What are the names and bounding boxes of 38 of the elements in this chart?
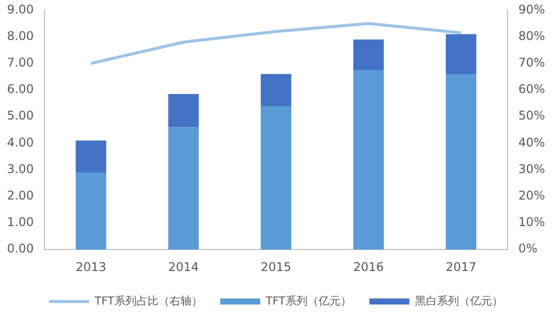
y-tick-label: 4.00 — [7, 135, 34, 150]
bar — [353, 70, 384, 250]
bar — [168, 94, 199, 128]
y-tick-label: 2.00 — [7, 188, 34, 203]
x-tick-label: 2016 — [353, 260, 384, 274]
y2-tick-label: 70% — [518, 56, 545, 70]
y2-tick-label: 60% — [518, 82, 545, 96]
y-tick-label: 8.00 — [7, 28, 34, 43]
y2-tick-label: 20% — [518, 188, 545, 203]
bar — [168, 127, 199, 250]
y-tick-label: 1.00 — [7, 215, 34, 230]
bar — [260, 106, 292, 250]
y2-tick-label: 30% — [518, 162, 545, 176]
bar — [76, 172, 106, 250]
y-tick-label: 7.00 — [7, 56, 34, 70]
y2-tick-label: 10% — [518, 215, 545, 230]
y-tick-label: 5.00 — [7, 108, 34, 123]
legend-label: TFT系列（亿元） — [264, 294, 352, 308]
legend-label: TFT系列占比（右轴） — [94, 294, 202, 308]
y-tick-label: 9.00 — [7, 2, 34, 16]
x-tick-label: 2014 — [168, 260, 199, 274]
y-tick-label: 0.00 — [7, 242, 34, 256]
bar — [353, 39, 384, 70]
legend-label: 黑白系列（亿元） — [414, 294, 503, 308]
y2-tick-label: 90% — [518, 2, 545, 16]
bar — [446, 34, 476, 74]
y-tick-label: 3.00 — [7, 162, 34, 176]
y2-tick-label: 80% — [518, 28, 545, 43]
y2-tick-label: 40% — [518, 135, 545, 150]
x-tick-label: 2017 — [446, 260, 476, 274]
bar — [446, 74, 476, 250]
y-tick-label: 6.00 — [7, 82, 34, 96]
y2-tick-label: 50% — [518, 108, 545, 123]
y2-tick-label: 0% — [518, 242, 538, 256]
bar — [260, 74, 292, 106]
x-tick-label: 2015 — [260, 260, 292, 274]
x-tick-label: 2013 — [76, 260, 106, 274]
bar — [76, 140, 106, 172]
